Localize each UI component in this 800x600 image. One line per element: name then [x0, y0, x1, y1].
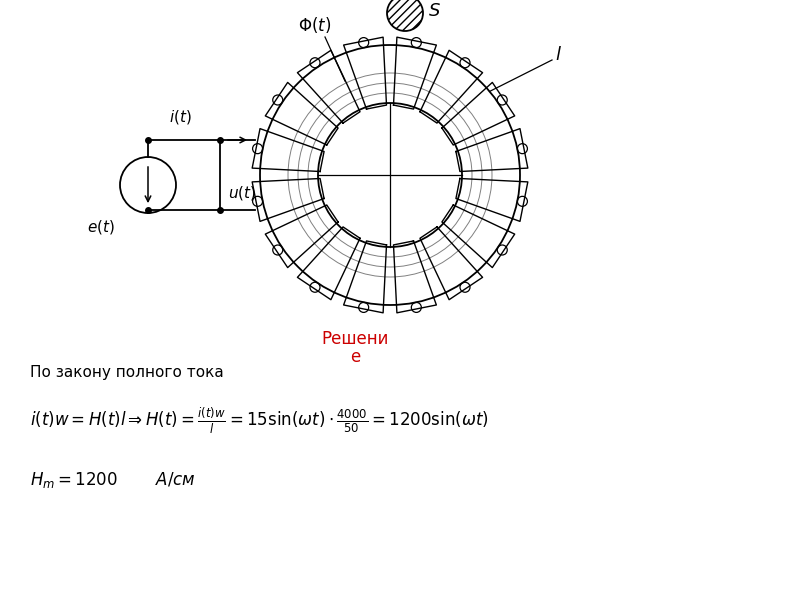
Text: е: е: [350, 348, 360, 366]
Text: $S$: $S$: [428, 2, 441, 20]
Text: Решени: Решени: [322, 330, 389, 348]
Text: $e(t)$: $e(t)$: [87, 218, 115, 236]
Text: $\Phi(t)$: $\Phi(t)$: [298, 15, 331, 35]
Text: $i(t)w = H(t)l \Rightarrow H(t) = \frac{i(t)w}{l}= 15\sin(\omega t)\cdot\frac{40: $i(t)w = H(t)l \Rightarrow H(t) = \frac{…: [30, 405, 489, 436]
Text: $l$: $l$: [555, 46, 562, 64]
Text: $H_m = 1200$: $H_m = 1200$: [30, 470, 118, 490]
Text: $A / c\mathit{м}$: $A / c\mathit{м}$: [140, 470, 196, 488]
Text: По закону полного тока: По закону полного тока: [30, 365, 224, 380]
Circle shape: [387, 0, 423, 31]
Text: $u(t)$: $u(t)$: [228, 184, 256, 202]
Text: $i(t)$: $i(t)$: [169, 108, 191, 126]
